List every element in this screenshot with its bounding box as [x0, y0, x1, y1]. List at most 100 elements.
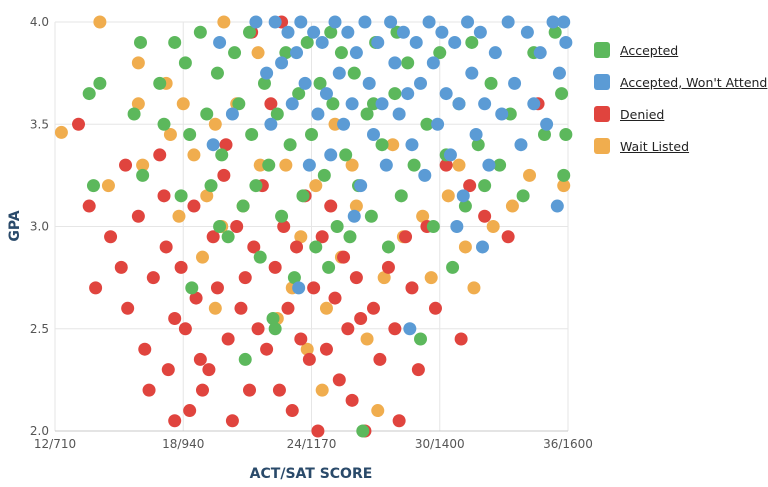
- point-accepted: [334, 46, 348, 60]
- legend-item-accepted-wont-attend[interactable]: Accepted, Won't Attend: [594, 66, 768, 98]
- point-accepted: [249, 179, 263, 193]
- point-accepted: [236, 199, 250, 213]
- point-accepted: [204, 179, 218, 193]
- point-accepted-won-t-attend: [495, 107, 509, 121]
- point-accepted-won-t-attend: [540, 117, 554, 131]
- point-accepted: [471, 138, 485, 152]
- point-accepted-won-t-attend: [465, 66, 479, 80]
- point-denied: [260, 342, 274, 356]
- point-accepted: [343, 230, 357, 244]
- point-accepted-won-t-attend: [358, 15, 372, 29]
- point-denied: [439, 158, 453, 172]
- point-accepted: [401, 56, 415, 70]
- point-accepted: [185, 281, 199, 295]
- point-wait-listed: [279, 158, 293, 172]
- point-wait-listed: [131, 56, 145, 70]
- point-accepted: [420, 117, 434, 131]
- point-accepted: [324, 25, 338, 39]
- x-tick-label: 30/1400: [415, 437, 465, 451]
- y-axis-title: GPA: [7, 210, 23, 241]
- legend-swatch: [594, 138, 610, 154]
- point-accepted: [221, 230, 235, 244]
- point-accepted: [178, 56, 192, 70]
- legend-label: Accepted, Won't Attend: [620, 74, 768, 90]
- y-tick-label: 3.0: [30, 220, 49, 234]
- point-accepted: [364, 209, 378, 223]
- legend-swatch: [594, 106, 610, 122]
- point-denied: [251, 322, 265, 336]
- point-accepted: [266, 312, 280, 326]
- legend-item-accepted[interactable]: Accepted: [594, 34, 764, 66]
- point-denied: [268, 260, 282, 274]
- point-accepted: [322, 260, 336, 274]
- point-denied: [381, 260, 395, 274]
- point-denied: [225, 414, 239, 428]
- legend-item-wait-listed[interactable]: Wait Listed: [594, 130, 764, 162]
- point-denied: [392, 414, 406, 428]
- point-accepted-won-t-attend: [514, 138, 528, 152]
- point-accepted: [136, 168, 150, 182]
- point-accepted: [305, 127, 318, 141]
- point-denied: [195, 383, 209, 397]
- point-denied: [183, 404, 197, 418]
- point-accepted: [86, 179, 100, 193]
- point-accepted-won-t-attend: [307, 25, 321, 39]
- point-denied: [159, 240, 173, 254]
- point-accepted: [330, 220, 344, 233]
- point-accepted-won-t-attend: [366, 127, 380, 141]
- point-denied: [131, 209, 145, 223]
- point-accepted-won-t-attend: [337, 117, 351, 131]
- point-accepted-won-t-attend: [384, 15, 398, 29]
- point-wait-listed: [187, 148, 201, 162]
- point-denied: [454, 332, 468, 346]
- point-wait-listed: [345, 158, 359, 172]
- point-accepted: [296, 189, 310, 203]
- point-accepted: [326, 97, 340, 111]
- point-wait-listed: [349, 199, 363, 213]
- point-accepted-won-t-attend: [552, 66, 566, 80]
- point-accepted: [484, 76, 498, 90]
- point-denied: [114, 260, 128, 274]
- point-wait-listed: [101, 179, 115, 193]
- point-accepted: [210, 66, 224, 80]
- point-denied: [332, 373, 346, 387]
- point-accepted: [433, 46, 447, 60]
- point-accepted: [516, 189, 530, 203]
- point-denied: [243, 383, 257, 397]
- point-accepted: [93, 76, 107, 90]
- point-denied: [219, 138, 233, 152]
- point-accepted: [375, 138, 389, 152]
- point-accepted-won-t-attend: [328, 15, 342, 29]
- point-wait-listed: [416, 209, 430, 223]
- point-accepted: [174, 189, 188, 203]
- point-denied: [161, 363, 175, 377]
- point-accepted: [253, 250, 267, 264]
- point-accepted-won-t-attend: [533, 46, 547, 60]
- point-accepted-won-t-attend: [275, 56, 289, 70]
- point-accepted: [275, 209, 289, 223]
- point-accepted: [300, 35, 314, 49]
- point-accepted-won-t-attend: [298, 76, 312, 90]
- legend-label: Wait Listed: [620, 138, 690, 154]
- point-denied: [277, 220, 291, 233]
- point-accepted-won-t-attend: [371, 35, 385, 49]
- point-accepted-won-t-attend: [345, 97, 359, 111]
- point-accepted-won-t-attend: [285, 97, 299, 111]
- point-accepted-won-t-attend: [405, 138, 419, 152]
- y-axis-ticks: 2.0 2.5 3.0 3.5 4.0: [30, 15, 49, 438]
- point-accepted: [381, 240, 395, 254]
- point-denied: [285, 404, 299, 418]
- point-accepted: [347, 66, 361, 80]
- point-accepted: [360, 107, 374, 121]
- point-accepted-won-t-attend: [422, 15, 436, 29]
- point-accepted-won-t-attend: [260, 66, 274, 80]
- point-accepted: [213, 220, 227, 233]
- point-accepted-won-t-attend: [264, 117, 278, 131]
- x-tick-label: 24/1170: [287, 437, 337, 451]
- point-accepted: [193, 25, 207, 39]
- point-accepted: [157, 117, 171, 131]
- point-wait-listed: [452, 158, 466, 172]
- point-wait-listed: [371, 404, 385, 418]
- legend-item-denied[interactable]: Denied: [594, 98, 764, 130]
